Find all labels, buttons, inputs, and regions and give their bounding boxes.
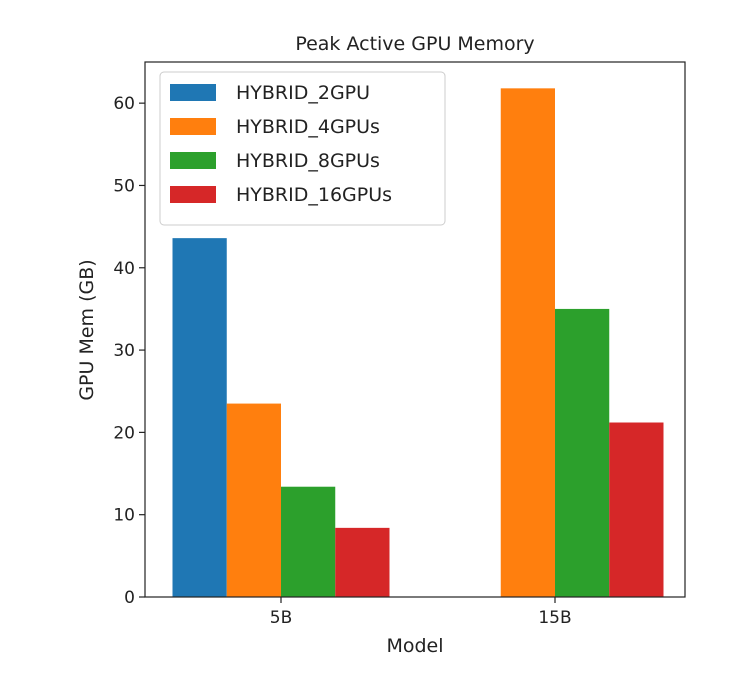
- legend-label: HYBRID_8GPUs: [236, 150, 380, 172]
- y-tick-label: 30: [113, 341, 135, 361]
- y-tick-label: 0: [124, 588, 135, 608]
- bar-hybrid-16gpus-15b: [609, 422, 664, 597]
- y-axis-label: GPU Mem (GB): [76, 259, 98, 400]
- x-tick-label: 5B: [270, 608, 292, 628]
- legend-label: HYBRID_16GPUs: [236, 184, 392, 206]
- legend-label: HYBRID_2GPU: [236, 82, 370, 104]
- y-tick-label: 40: [113, 259, 135, 279]
- y-tick-label: 20: [113, 423, 135, 443]
- bar-hybrid-8gpus-5b: [281, 486, 336, 597]
- legend: HYBRID_2GPU HYBRID_4GPUs HYBRID_8GPUs HYBRI…: [159, 71, 446, 226]
- bar-hybrid-4gpus-15b: [500, 88, 555, 597]
- legend-label: HYBRID_4GPUs: [236, 116, 380, 138]
- y-tick-label: 60: [113, 94, 135, 114]
- bar-hybrid-8gpus-15b: [555, 308, 610, 597]
- x-axis-label: Model: [386, 635, 443, 657]
- legend-swatch: [170, 186, 216, 203]
- legend-swatch: [170, 84, 216, 101]
- y-tick-label: 10: [113, 506, 135, 526]
- x-tick-label: 15B: [538, 608, 571, 628]
- bar-hybrid-16gpus-5b: [335, 527, 390, 597]
- y-axis: 0 10 20 30 40 50 60: [113, 94, 145, 608]
- legend-swatch: [170, 118, 216, 135]
- x-axis: 5B 15B: [270, 597, 572, 628]
- bar-hybrid-4gpus-5b: [226, 403, 281, 597]
- chart-title: Peak Active GPU Memory: [295, 33, 534, 55]
- bars-group: [172, 88, 664, 597]
- legend-swatch: [170, 152, 216, 169]
- plot-frame: [144, 61, 686, 598]
- y-tick-label: 50: [113, 176, 135, 196]
- legend-box: [159, 71, 446, 226]
- bar-hybrid-2gpu-5b: [172, 238, 227, 597]
